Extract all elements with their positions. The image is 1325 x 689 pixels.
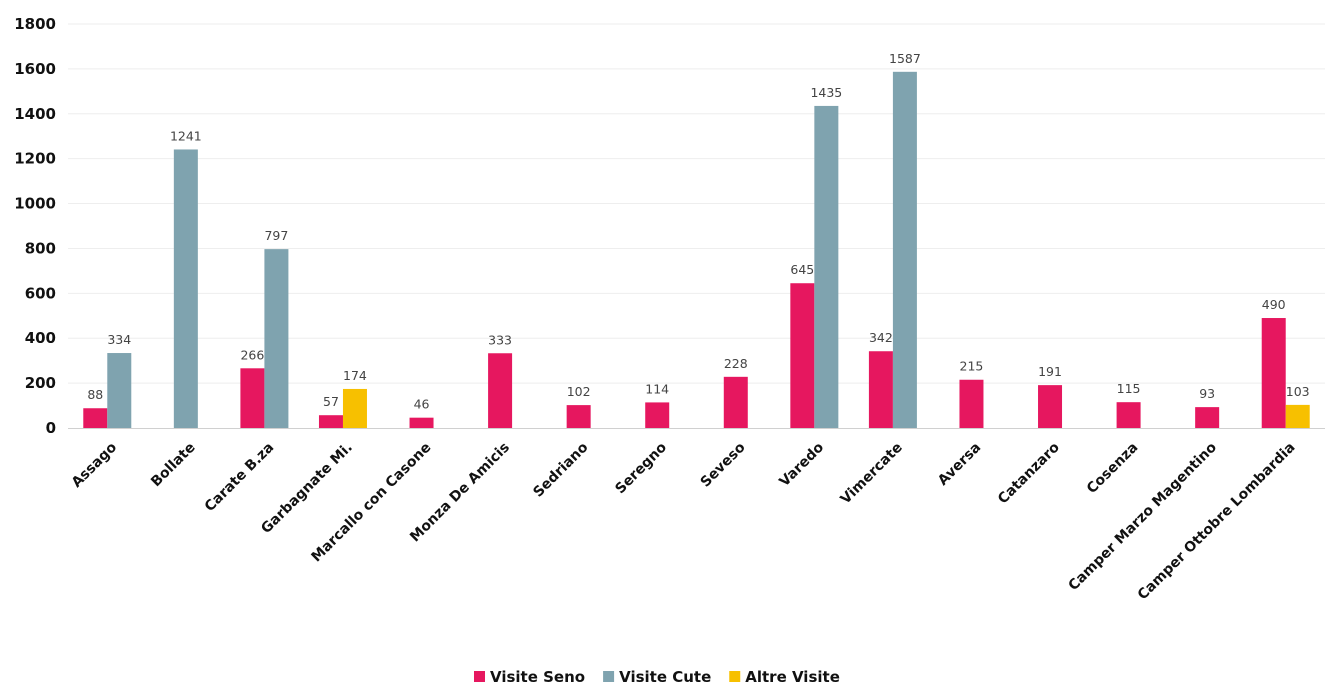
x-tick-label: Sedriano (530, 439, 591, 500)
y-tick-label: 200 (25, 374, 56, 392)
y-tick-label: 1800 (14, 15, 56, 33)
x-tick-label: Cosenza (1084, 440, 1141, 497)
y-tick-label: 800 (25, 239, 56, 257)
data-label: 334 (107, 332, 131, 347)
bar-visite-seno-monza-de-amicis (488, 353, 513, 428)
bar-visite-seno-sedriano (566, 405, 591, 428)
y-tick-label: 1200 (14, 150, 56, 168)
bar-visite-seno-assago (83, 408, 108, 428)
x-tick-label: Assago (69, 439, 121, 491)
data-label: 102 (567, 384, 591, 399)
y-tick-label: 0 (46, 419, 56, 437)
bar-visite-seno-vimercate (868, 351, 893, 428)
x-tick-label: Varedo (777, 439, 828, 490)
x-tick-label: Bollate (148, 440, 199, 491)
bar-visite-cute-bollate (173, 149, 198, 428)
data-label: 266 (240, 347, 264, 362)
y-axis: 0 200 400 600 800 1000 1200 1400 1600 1800 (14, 15, 56, 437)
legend-label-visite-cute: Visite Cute (619, 668, 711, 686)
bar-visite-seno-seregno (645, 402, 670, 428)
bar-visite-seno-cosenza (1116, 402, 1141, 428)
data-label: 103 (1286, 384, 1310, 399)
y-tick-label: 600 (25, 284, 56, 302)
bar-visite-seno-garbagnate-mi (318, 415, 343, 428)
data-label: 1435 (810, 85, 842, 100)
bar-visite-seno-marcallo-con-casone (409, 417, 434, 428)
data-label: 174 (343, 368, 367, 383)
bar-visite-cute-carate-b-za (264, 249, 289, 428)
gridlines (68, 23, 1325, 384)
legend-label-altre-visite: Altre Visite (745, 668, 840, 686)
bar-visite-cute-assago (107, 353, 132, 428)
y-tick-label: 1400 (14, 105, 56, 123)
bar-visite-seno-aversa (959, 379, 984, 428)
x-tick-label: Aversa (935, 440, 984, 489)
data-label: 645 (790, 262, 814, 277)
bar-visite-cute-vimercate (892, 71, 917, 428)
x-tick-label: Carate B.za (202, 440, 277, 515)
data-label: 1241 (170, 128, 202, 143)
data-labels: 88 334 1241 266 797 57 174 46 333 102 114 228 645 143… (87, 51, 1309, 412)
data-label: 228 (724, 356, 748, 371)
bar-altre-visite-garbagnate-mi (342, 388, 367, 428)
data-label: 115 (1117, 381, 1141, 396)
bar-visite-seno-camper-ottobre-lombardia (1261, 318, 1286, 428)
legend: Visite Seno Visite Cute Altre Visite (474, 668, 840, 686)
data-label: 46 (414, 397, 430, 412)
x-tick-label: Seregno (612, 439, 670, 497)
data-label: 88 (87, 387, 103, 402)
data-label: 215 (960, 359, 984, 374)
x-tick-label: Camper Marzo Magentino (1066, 439, 1221, 594)
legend-swatch-visite-cute (603, 671, 615, 682)
data-label: 93 (1199, 386, 1215, 401)
data-label: 114 (645, 381, 669, 396)
x-tick-label: Catanzaro (995, 439, 1063, 507)
data-label: 57 (323, 394, 339, 409)
data-label: 342 (869, 330, 893, 345)
x-tick-label: Vimercate (838, 440, 906, 508)
bar-visite-seno-catanzaro (1038, 385, 1063, 428)
legend-swatch-altre-visite (729, 671, 741, 682)
data-label: 797 (264, 228, 288, 243)
x-tick-label: Camper Ottobre Lombardia (1135, 440, 1299, 604)
legend-swatch-visite-seno (474, 671, 485, 682)
data-label: 333 (488, 332, 512, 347)
data-label: 490 (1262, 297, 1286, 312)
legend-label-visite-seno: Visite Seno (490, 668, 585, 686)
bar-visite-seno-seveso (723, 376, 748, 428)
bar-visite-cute-varedo (814, 105, 839, 428)
bar-visite-seno-carate-b-za (240, 368, 265, 428)
y-tick-label: 1000 (14, 195, 56, 213)
bars (83, 71, 1310, 428)
y-tick-label: 400 (25, 329, 56, 347)
y-tick-label: 1600 (14, 60, 56, 78)
data-label: 1587 (889, 51, 921, 66)
bar-visite-seno-camper-marzo-magentino (1195, 407, 1220, 428)
bar-visite-seno-varedo (790, 283, 815, 428)
data-label: 191 (1038, 364, 1062, 379)
bar-altre-visite-camper-ottobre-lombardia (1285, 404, 1310, 428)
x-tick-label: Seveso (698, 439, 749, 490)
